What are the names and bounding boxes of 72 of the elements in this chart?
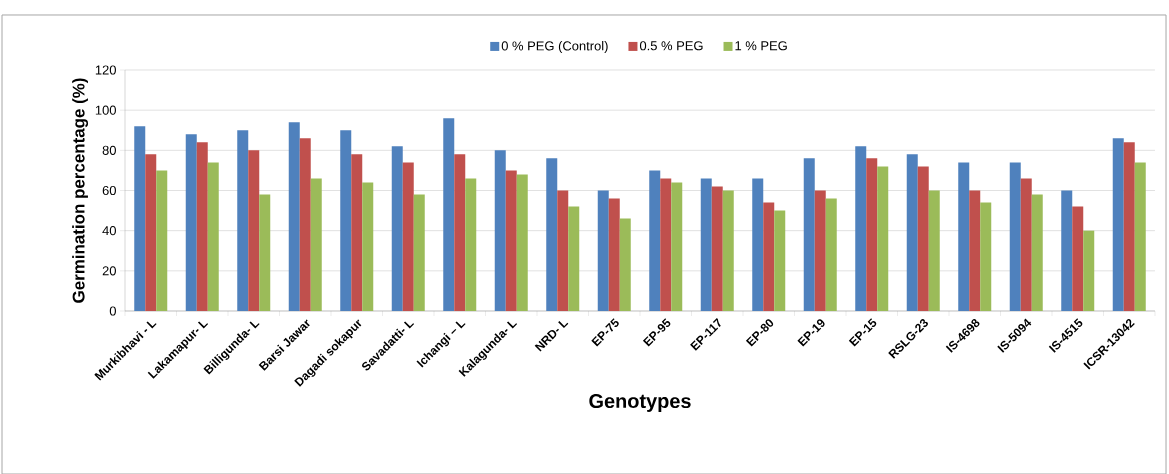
y-tick-label: 60 bbox=[102, 185, 116, 196]
bar bbox=[310, 178, 322, 311]
bar bbox=[454, 154, 466, 311]
bar bbox=[259, 194, 271, 311]
bar bbox=[340, 130, 352, 311]
bar bbox=[185, 134, 197, 311]
bar bbox=[1134, 162, 1146, 311]
bar bbox=[711, 186, 723, 311]
bar bbox=[660, 178, 672, 311]
bar bbox=[516, 174, 528, 311]
bar bbox=[505, 170, 517, 311]
bar bbox=[763, 202, 775, 311]
bar bbox=[362, 182, 374, 311]
bar bbox=[1083, 230, 1095, 311]
bar bbox=[722, 190, 734, 311]
legend-label: 0.5 % PEG bbox=[639, 41, 703, 51]
y-tick-label: 120 bbox=[95, 65, 116, 75]
bar bbox=[877, 166, 889, 311]
bar bbox=[980, 202, 992, 311]
y-tick-label: 100 bbox=[95, 105, 116, 115]
bar bbox=[814, 190, 826, 311]
bar bbox=[917, 166, 929, 311]
bar bbox=[196, 142, 208, 311]
bar bbox=[207, 162, 219, 311]
bar bbox=[1112, 138, 1124, 311]
bar bbox=[134, 126, 146, 311]
y-axis-title: Germination percentage (%) bbox=[72, 78, 89, 303]
bar bbox=[546, 158, 558, 311]
bar bbox=[443, 118, 455, 311]
bar bbox=[288, 122, 300, 311]
bar bbox=[494, 150, 506, 311]
bar bbox=[1009, 162, 1021, 311]
bar bbox=[1061, 190, 1073, 311]
bar bbox=[649, 170, 661, 311]
bar bbox=[1031, 194, 1043, 311]
bar bbox=[774, 210, 786, 311]
bar bbox=[825, 198, 837, 311]
bar bbox=[465, 178, 477, 311]
bar bbox=[413, 194, 425, 311]
bar bbox=[391, 146, 403, 311]
bar bbox=[568, 206, 580, 311]
bar bbox=[619, 218, 631, 311]
bar bbox=[803, 158, 815, 311]
bar bbox=[248, 150, 260, 311]
legend-label: 0 % PEG (Control) bbox=[501, 40, 608, 54]
bar bbox=[299, 138, 311, 311]
bar bbox=[145, 154, 157, 311]
y-tick-label: 0 bbox=[109, 306, 116, 316]
bar bbox=[237, 130, 249, 311]
bar bbox=[866, 158, 878, 311]
y-tick-label: 40 bbox=[102, 226, 116, 236]
bar bbox=[351, 154, 363, 311]
bar bbox=[752, 178, 764, 311]
legend-label: 1 % PEG bbox=[735, 41, 787, 51]
bar bbox=[928, 190, 940, 311]
bar bbox=[402, 162, 414, 311]
bar bbox=[1020, 178, 1032, 311]
bar bbox=[700, 178, 712, 311]
bar bbox=[1123, 142, 1135, 311]
bar bbox=[906, 154, 918, 311]
bar bbox=[597, 190, 609, 311]
y-tick-label: 20 bbox=[102, 266, 116, 276]
y-tick-label: 80 bbox=[102, 145, 116, 155]
bar bbox=[969, 190, 981, 311]
bar bbox=[958, 162, 970, 311]
x-axis-title: Genotypes bbox=[589, 393, 691, 413]
bar bbox=[156, 170, 168, 311]
bar bbox=[671, 182, 683, 311]
bar bbox=[557, 190, 569, 311]
bar bbox=[1072, 206, 1084, 311]
bar bbox=[608, 198, 620, 311]
bar bbox=[855, 146, 867, 311]
